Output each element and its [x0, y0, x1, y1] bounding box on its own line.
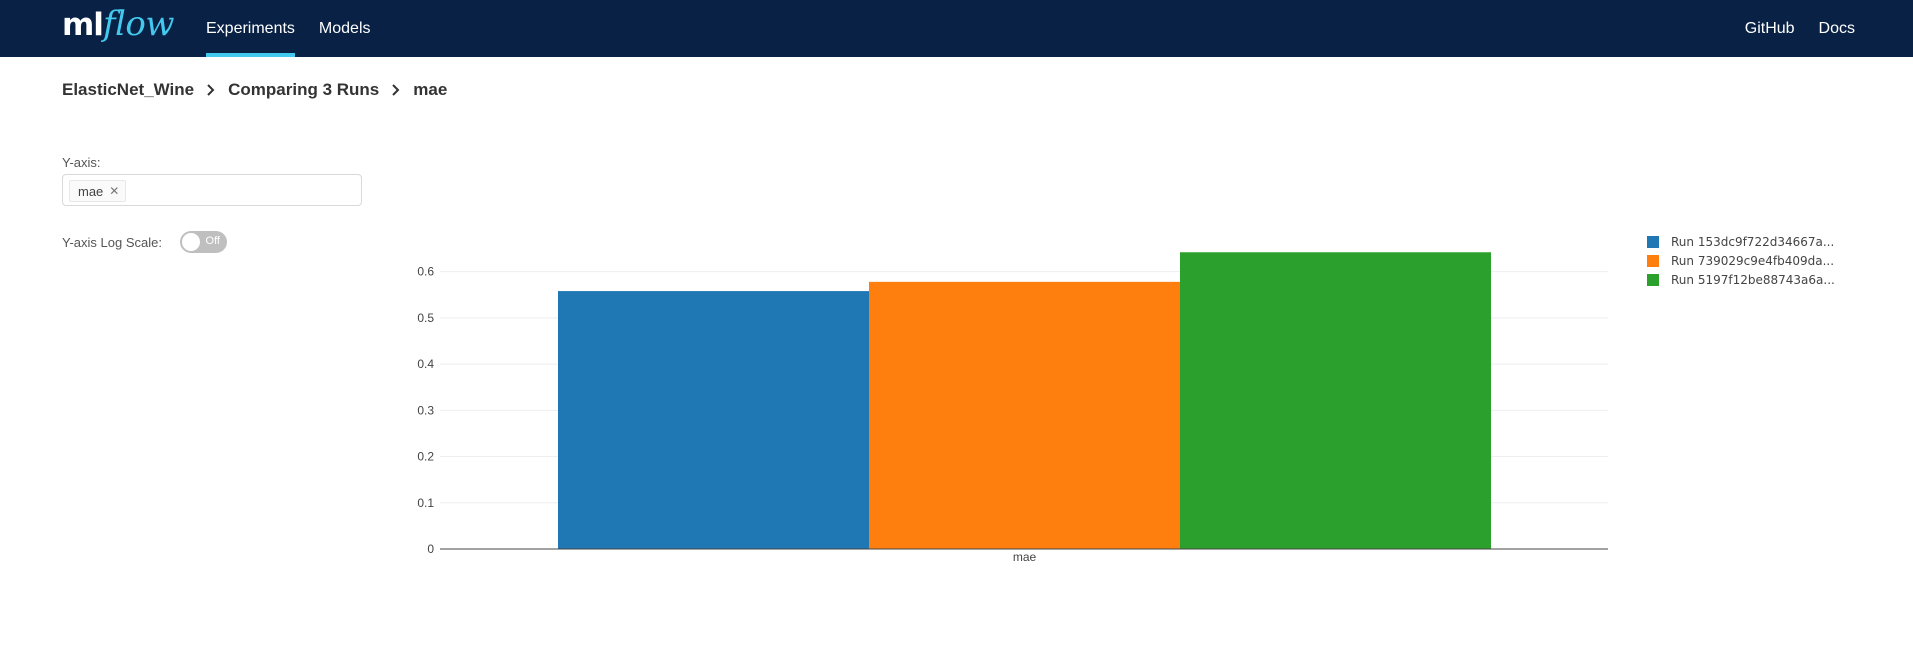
y-tick-label: 0.5	[417, 311, 434, 325]
y-tick-label: 0.3	[417, 403, 434, 417]
nav-experiments[interactable]: Experiments	[206, 0, 295, 57]
breadcrumb-experiment-link[interactable]: ElasticNet_Wine	[62, 80, 195, 99]
y-tick-label: 0.1	[417, 496, 434, 510]
y-axis-label: Y-axis:	[62, 155, 101, 170]
legend-swatch	[1647, 274, 1659, 286]
nav-models[interactable]: Models	[318, 19, 371, 37]
top-navbar: ml flow Experiments Models GitHub Docs	[0, 0, 1913, 57]
selected-metric-tag-label: mae	[78, 183, 104, 199]
breadcrumb-metric: mae	[413, 80, 448, 99]
logo-ml-text: ml	[62, 7, 104, 43]
y-tick-label: 0.2	[417, 450, 434, 464]
close-icon[interactable]: ✕	[109, 184, 120, 198]
legend-item-2[interactable]: Run 739029c9e4fb409da...	[1647, 254, 1834, 268]
toggle-knob	[182, 233, 200, 251]
chevron-right-icon	[389, 83, 403, 97]
mlflow-logo[interactable]: ml flow	[62, 4, 174, 48]
legend-swatch	[1647, 236, 1659, 248]
legend-swatch	[1647, 255, 1659, 267]
y-axis-select[interactable]: mae ✕	[62, 174, 362, 206]
bar-1[interactable]	[558, 291, 869, 549]
legend-label: Run 739029c9e4fb409da...	[1671, 254, 1834, 268]
nav-docs[interactable]: Docs	[1818, 19, 1855, 37]
secondary-nav: GitHub Docs	[1721, 0, 1855, 57]
x-tick-label: mae	[1013, 550, 1037, 564]
legend-item-3[interactable]: Run 5197f12be88743a6a...	[1647, 273, 1835, 287]
y-tick-label: 0	[427, 542, 434, 556]
log-scale-label: Y-axis Log Scale:	[62, 235, 162, 250]
nav-github[interactable]: GitHub	[1744, 19, 1795, 37]
logo-flow-text: flow	[102, 4, 175, 44]
bar-2[interactable]	[869, 281, 1180, 549]
primary-nav: Experiments Models	[206, 0, 395, 57]
legend-item-1[interactable]: Run 153dc9f722d34667a...	[1647, 235, 1834, 249]
log-scale-toggle[interactable]: Off	[180, 231, 227, 253]
selected-metric-tag: mae ✕	[69, 180, 127, 202]
legend-label: Run 153dc9f722d34667a...	[1671, 235, 1834, 249]
toggle-state-text: Off	[205, 235, 220, 247]
y-tick-label: 0.6	[417, 265, 434, 279]
breadcrumb-comparison-link[interactable]: Comparing 3 Runs	[228, 80, 380, 99]
breadcrumb: ElasticNet_Wine Comparing 3 Runs mae	[62, 80, 447, 100]
legend-label: Run 5197f12be88743a6a...	[1671, 273, 1835, 287]
chevron-right-icon	[204, 83, 218, 97]
y-tick-label: 0.4	[417, 357, 434, 371]
bar-3[interactable]	[1180, 252, 1491, 549]
